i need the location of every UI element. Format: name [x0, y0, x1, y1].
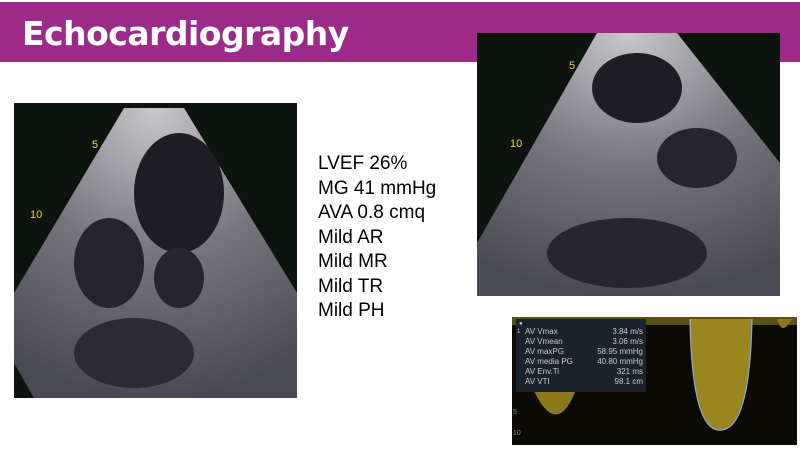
measurement-row: AV VTI 98.1 cm [525, 377, 643, 386]
finding-item: LVEF 26% [318, 153, 408, 174]
measurement-row: AV Vmax 3.84 m/s [525, 327, 643, 336]
finding-item: Mild PH [318, 300, 385, 321]
ultrasound-sector [14, 108, 297, 398]
doppler-image: ● AV Vmax 3.84 m/s AV Vmean 3.06 m/s AV ma… [512, 317, 797, 445]
depth-mark: 10 [510, 138, 523, 150]
slide-title: Echocardiography [22, 14, 349, 53]
measurement-row: AV maxPG 58.95 mmHg [525, 347, 643, 356]
depth-mark: 10 [30, 209, 43, 221]
row-index: 1 [517, 329, 521, 335]
finding-item: AVA 0.8 cmq [318, 202, 426, 223]
measurement-row: AV Env.Ti 321 ms [525, 367, 643, 376]
echo-image-parasternal-view: 5 10 [477, 33, 780, 296]
doppler-spectrum [512, 317, 797, 431]
findings-list: LVEF 26% MG 41 mmHg AVA 0.8 cmq Mild AR … [318, 152, 436, 324]
depth-mark: 10 [513, 430, 521, 437]
depth-mark: 5 [513, 409, 517, 416]
title-bar: Echocardiography [0, 2, 800, 62]
measurement-row: AV media PG 40.80 mmHg [525, 357, 643, 366]
ultrasound-sector [477, 33, 780, 296]
echo-image-apical-view: 5 10 [14, 103, 297, 398]
finding-item: Mild AR [318, 226, 384, 248]
finding-item: Mild MR [318, 251, 388, 272]
measurement-panel: ● AV Vmax 3.84 m/s AV Vmean 3.06 m/s AV ma… [516, 319, 646, 392]
depth-mark: 5 [569, 60, 576, 72]
measurement-row: AV Vmean 3.06 m/s [525, 337, 643, 346]
finding-item: Mild TR [318, 275, 384, 297]
panel-icons: ● [519, 321, 523, 327]
finding-item: MG 41 mmHg [318, 177, 437, 199]
depth-mark: 5 [92, 139, 99, 151]
